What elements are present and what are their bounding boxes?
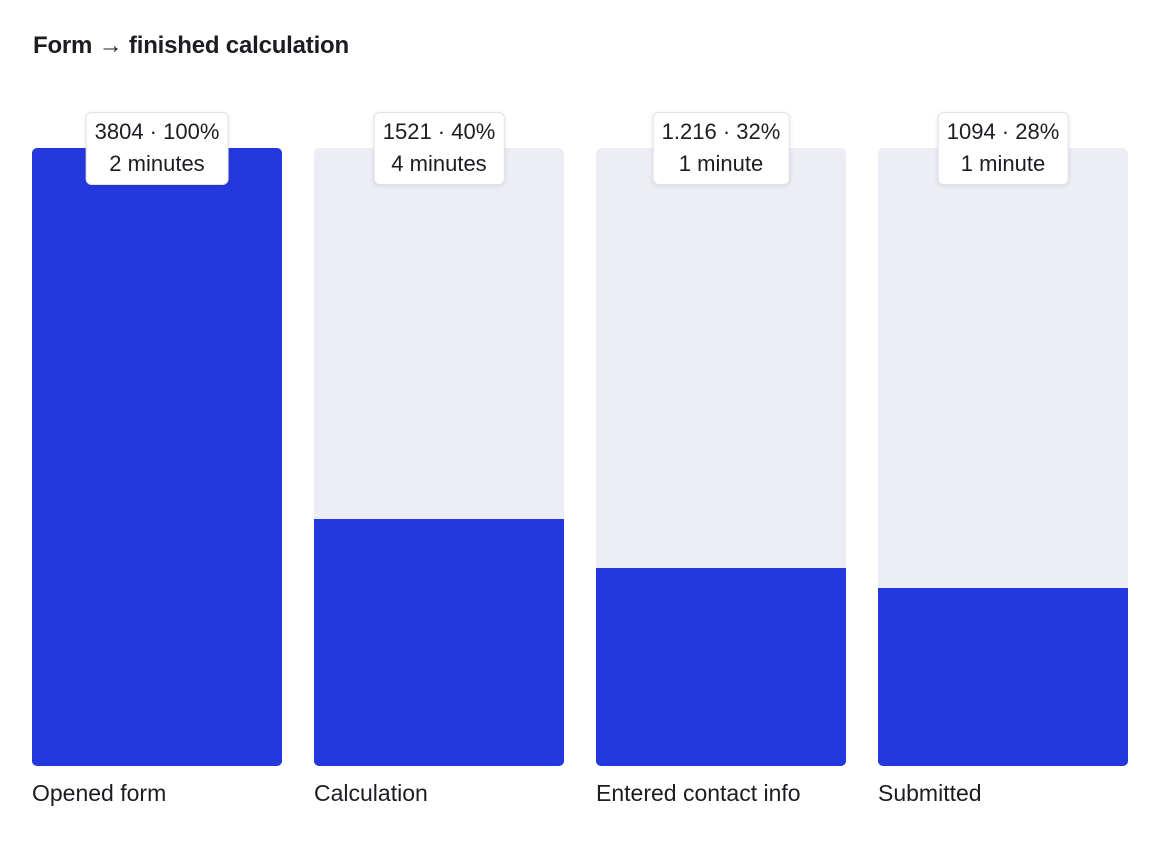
bar-fill-calculation — [314, 518, 564, 766]
duration-label: 4 minutes — [391, 151, 487, 176]
bar-fill-opened-form — [32, 148, 282, 766]
category-label: Calculation — [314, 780, 428, 806]
bar-track — [32, 148, 282, 766]
bar-fill-entered-contact-info — [596, 568, 846, 766]
category-label: Submitted — [878, 780, 982, 806]
value-tooltip: 1521 · 40% 4 minutes — [373, 112, 505, 185]
count-label: 1094 · 28% — [946, 119, 1060, 144]
count-label: 3804 · 100% — [94, 119, 220, 144]
value-tooltip: 1.216 · 32% 1 minute — [652, 112, 790, 185]
count-label: 1.216 · 32% — [661, 119, 781, 144]
chart-title: Form → finished calculation — [33, 32, 349, 59]
bar-track — [596, 148, 846, 766]
duration-label: 2 minutes — [109, 151, 205, 176]
duration-label: 1 minute — [960, 151, 1046, 176]
bar-fill-submitted — [878, 588, 1128, 766]
value-tooltip: 1094 · 28% 1 minute — [937, 112, 1069, 185]
duration-label: 1 minute — [678, 151, 764, 176]
category-label: Entered contact info — [596, 780, 801, 806]
bar-track — [314, 148, 564, 766]
bar-track — [878, 148, 1128, 766]
value-tooltip: 3804 · 100% 2 minutes — [85, 112, 229, 185]
count-label: 1521 · 40% — [382, 119, 496, 144]
category-label: Opened form — [32, 780, 167, 806]
